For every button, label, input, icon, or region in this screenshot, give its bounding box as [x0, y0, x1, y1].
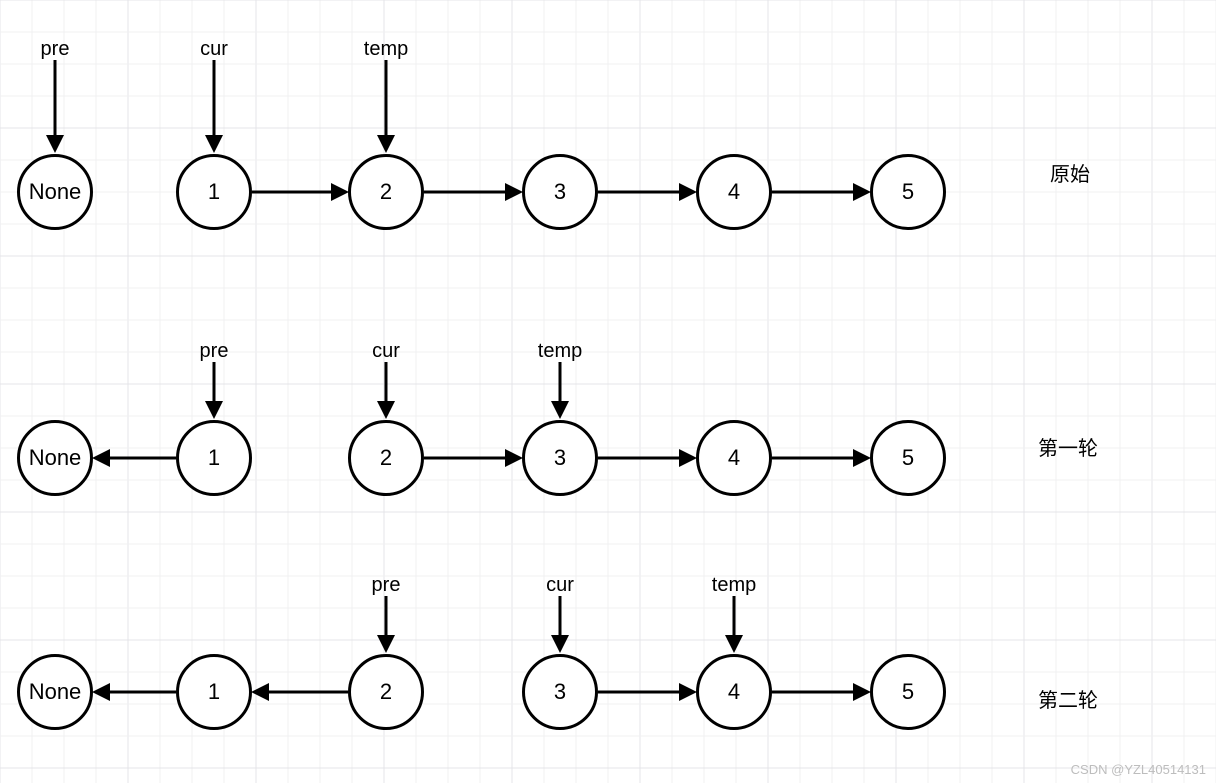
pointer-label-pre: pre: [41, 38, 70, 61]
node-label: 3: [554, 445, 566, 471]
pointer-label-cur: cur: [372, 340, 400, 363]
node-n5: 5: [870, 654, 946, 730]
pointer-label-text: cur: [546, 574, 574, 596]
node-n1: 1: [176, 420, 252, 496]
node-n1: 1: [176, 154, 252, 230]
watermark: CSDN @YZL40514131: [1071, 762, 1206, 777]
diagram-layer: None 1 2 3 4 5 None 1 2 3 4 5 None 1 2 3 4 5 pre cur temp 原始…: [0, 0, 1216, 783]
arrow-canvas: [0, 0, 1216, 783]
node-label: 5: [902, 179, 914, 205]
node-label: 2: [380, 679, 392, 705]
node-n4: 4: [696, 154, 772, 230]
pointer-label-temp: temp: [712, 574, 756, 597]
pointer-label-text: pre: [41, 38, 70, 60]
row-label-text: 原始: [1050, 164, 1090, 186]
node-label: 2: [380, 445, 392, 471]
pointer-label-cur: cur: [546, 574, 574, 597]
node-n5: 5: [870, 420, 946, 496]
node-none: None: [17, 420, 93, 496]
node-none: None: [17, 654, 93, 730]
row-label-text: 第二轮: [1038, 690, 1098, 712]
row-label: 第一轮: [1038, 432, 1098, 461]
pointer-label-temp: temp: [364, 38, 408, 61]
node-label: 5: [902, 679, 914, 705]
pointer-label-cur: cur: [200, 38, 228, 61]
node-label: 1: [208, 679, 220, 705]
node-label: 2: [380, 179, 392, 205]
pointer-label-text: cur: [372, 340, 400, 362]
pointer-label-text: pre: [200, 340, 229, 362]
pointer-label-pre: pre: [372, 574, 401, 597]
node-label: 3: [554, 679, 566, 705]
pointer-label-text: temp: [712, 574, 756, 596]
node-label: 3: [554, 179, 566, 205]
node-n1: 1: [176, 654, 252, 730]
node-n2: 2: [348, 154, 424, 230]
node-n2: 2: [348, 420, 424, 496]
node-n5: 5: [870, 154, 946, 230]
node-label: 4: [728, 445, 740, 471]
pointer-label-text: temp: [538, 340, 582, 362]
row-label-text: 第一轮: [1038, 438, 1098, 460]
node-label: None: [29, 679, 82, 705]
row-label: 原始: [1050, 158, 1090, 187]
node-n2: 2: [348, 654, 424, 730]
node-n3: 3: [522, 654, 598, 730]
node-label: 1: [208, 445, 220, 471]
node-n4: 4: [696, 420, 772, 496]
node-label: None: [29, 179, 82, 205]
node-n3: 3: [522, 154, 598, 230]
node-label: 4: [728, 179, 740, 205]
node-n4: 4: [696, 654, 772, 730]
row-label: 第二轮: [1038, 684, 1098, 713]
pointer-label-text: pre: [372, 574, 401, 596]
node-label: 5: [902, 445, 914, 471]
node-n3: 3: [522, 420, 598, 496]
node-none: None: [17, 154, 93, 230]
pointer-label-temp: temp: [538, 340, 582, 363]
pointer-label-text: temp: [364, 38, 408, 60]
node-label: 1: [208, 179, 220, 205]
pointer-label-pre: pre: [200, 340, 229, 363]
node-label: 4: [728, 679, 740, 705]
node-label: None: [29, 445, 82, 471]
pointer-label-text: cur: [200, 38, 228, 60]
